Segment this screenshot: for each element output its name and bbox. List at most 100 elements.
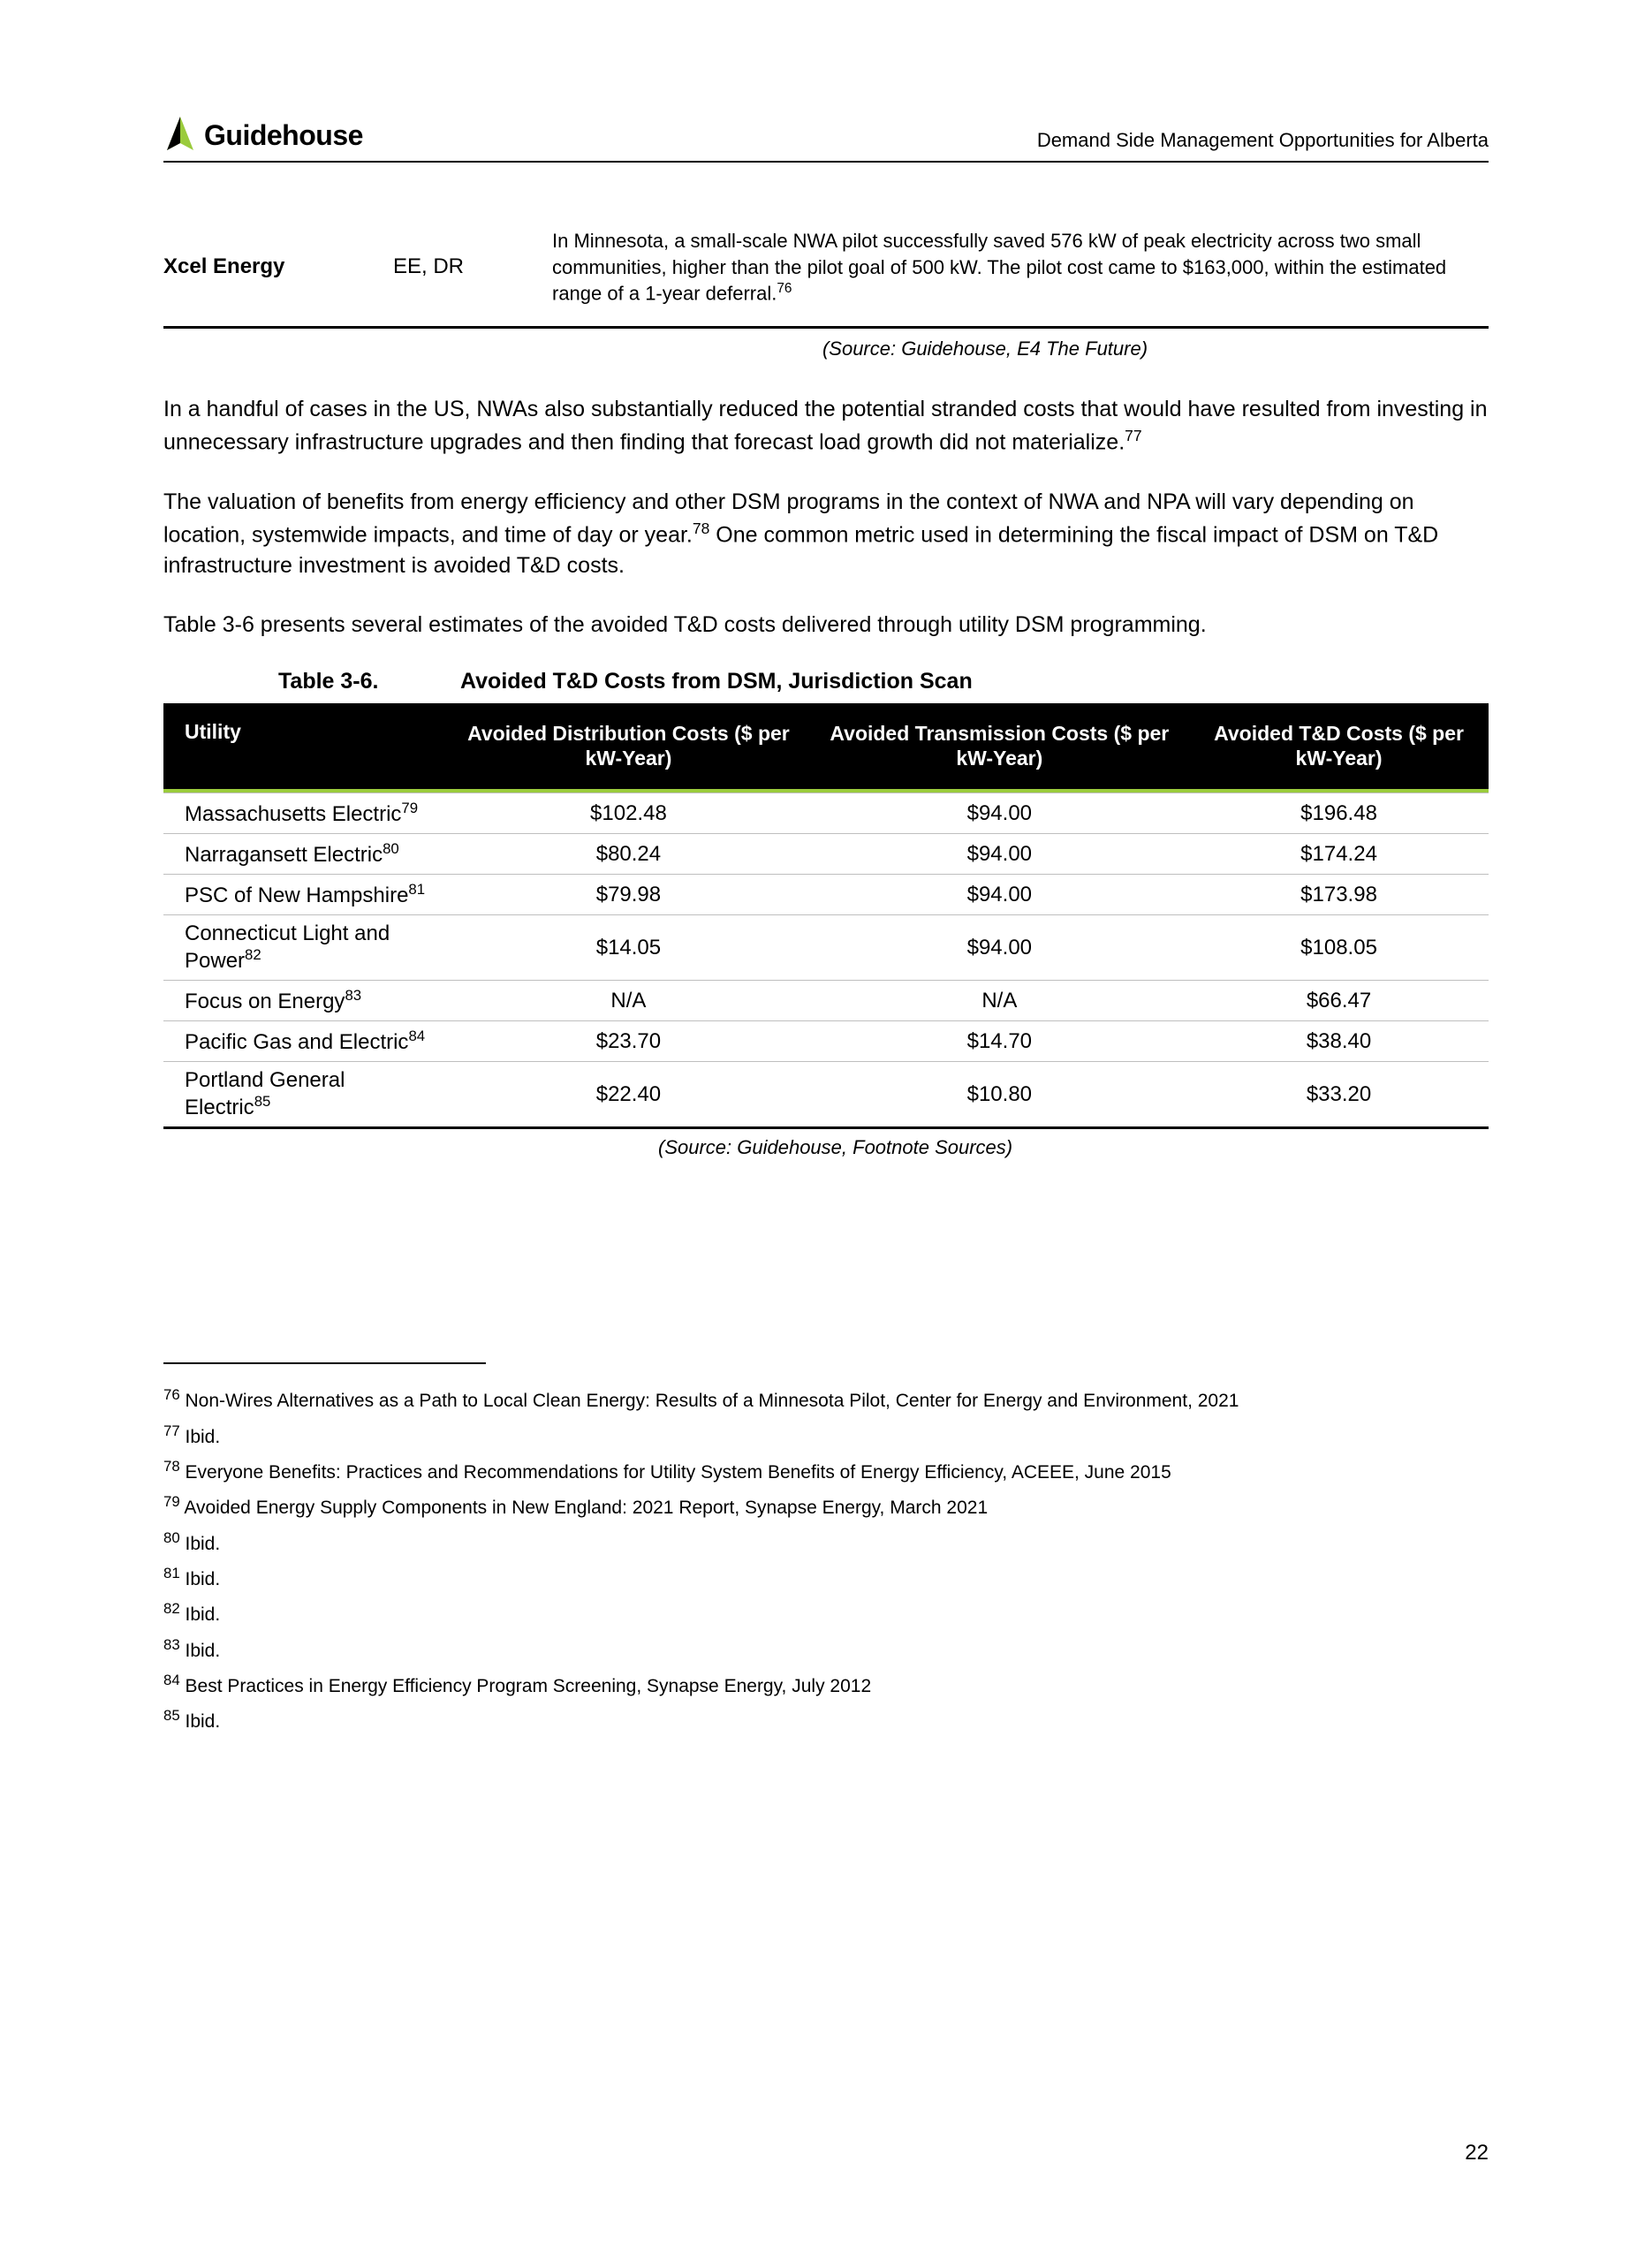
cell-trans: $94.00 <box>810 834 1190 875</box>
footnote-text: Ibid. <box>180 1569 221 1589</box>
footnote-text: Avoided Energy Supply Components in New … <box>180 1498 988 1518</box>
footnote-number: 77 <box>163 1422 180 1439</box>
cell-dist: $79.98 <box>447 875 809 915</box>
cell-td: $173.98 <box>1189 875 1489 915</box>
info-types: EE, DR <box>393 228 552 279</box>
cell-utility: Massachusetts Electric79 <box>163 793 447 834</box>
footnote-ref: 82 <box>245 946 261 963</box>
footnote-text: Ibid. <box>180 1641 221 1661</box>
footnote-number: 82 <box>163 1600 180 1617</box>
footnote-text: Best Practices in Energy Efficiency Prog… <box>180 1676 871 1696</box>
utility-name: Narragansett Electric <box>185 843 383 867</box>
cell-dist: $102.48 <box>447 793 809 834</box>
info-description: In Minnesota, a small-scale NWA pilot su… <box>552 228 1489 307</box>
footnote: 80 Ibid. <box>163 1528 1489 1557</box>
logo-icon <box>163 115 197 155</box>
cell-trans: N/A <box>810 981 1190 1021</box>
cell-utility: Pacific Gas and Electric84 <box>163 1021 447 1062</box>
footnote-number: 76 <box>163 1386 180 1403</box>
table-title-text: Avoided T&D Costs from DSM, Jurisdiction… <box>460 669 973 694</box>
utility-name: Pacific Gas and Electric <box>185 1030 408 1054</box>
brand-name: Guidehouse <box>204 119 363 152</box>
footnote-ref-76: 76 <box>777 281 792 296</box>
footnote-text: Non-Wires Alternatives as a Path to Loca… <box>180 1391 1239 1411</box>
source-line-2: (Source: Guidehouse, Footnote Sources) <box>163 1136 1489 1159</box>
footnote: 84 Best Practices in Energy Efficiency P… <box>163 1671 1489 1699</box>
cell-utility: Narragansett Electric80 <box>163 834 447 875</box>
footnote-separator <box>163 1362 486 1364</box>
table-row: Narragansett Electric80$80.24$94.00$174.… <box>163 834 1489 875</box>
table-row: Pacific Gas and Electric84$23.70$14.70$3… <box>163 1021 1489 1062</box>
utility-name: PSC of New Hampshire <box>185 884 408 907</box>
cell-utility: Portland General Electric85 <box>163 1062 447 1128</box>
footnote-text: Ibid. <box>180 1604 221 1625</box>
footnote-text: Ibid. <box>180 1711 221 1732</box>
footnote-ref: 84 <box>408 1028 425 1044</box>
footnote-number: 80 <box>163 1529 180 1546</box>
cell-td: $66.47 <box>1189 981 1489 1021</box>
col-trans: Avoided Transmission Costs ($ per kW-Yea… <box>810 703 1190 789</box>
cell-dist: $14.05 <box>447 915 809 981</box>
xcel-info-row: Xcel Energy EE, DR In Minnesota, a small… <box>163 216 1489 329</box>
cell-dist: N/A <box>447 981 809 1021</box>
utility-name: Massachusetts Electric <box>185 802 401 826</box>
page-header: Guidehouse Demand Side Management Opport… <box>163 115 1489 163</box>
cell-utility: PSC of New Hampshire81 <box>163 875 447 915</box>
table-row: Portland General Electric85$22.40$10.80$… <box>163 1062 1489 1128</box>
cell-trans: $94.00 <box>810 875 1190 915</box>
cell-dist: $22.40 <box>447 1062 809 1128</box>
cell-trans: $10.80 <box>810 1062 1190 1128</box>
cell-trans: $94.00 <box>810 793 1190 834</box>
logo: Guidehouse <box>163 115 363 155</box>
col-td: Avoided T&D Costs ($ per kW-Year) <box>1189 703 1489 789</box>
footnote-ref: 85 <box>254 1093 271 1110</box>
footnote-text: Everyone Benefits: Practices and Recomme… <box>180 1462 1171 1483</box>
table-row: Focus on Energy83N/AN/A$66.47 <box>163 981 1489 1021</box>
footnote: 76 Non-Wires Alternatives as a Path to L… <box>163 1385 1489 1414</box>
footnote-number: 85 <box>163 1707 180 1724</box>
cell-utility: Focus on Energy83 <box>163 981 447 1021</box>
footnote-number: 81 <box>163 1565 180 1581</box>
info-utility: Xcel Energy <box>163 228 393 279</box>
footnote: 85 Ibid. <box>163 1706 1489 1734</box>
footnote-text: Ibid. <box>180 1534 221 1554</box>
utility-name: Connecticut Light and Power <box>185 922 390 973</box>
footnote-ref: 83 <box>345 987 361 1004</box>
cell-td: $196.48 <box>1189 793 1489 834</box>
table-row: PSC of New Hampshire81$79.98$94.00$173.9… <box>163 875 1489 915</box>
footnote: 79 Avoided Energy Supply Components in N… <box>163 1492 1489 1521</box>
col-utility: Utility <box>163 703 447 789</box>
cell-dist: $80.24 <box>447 834 809 875</box>
table-row: Connecticut Light and Power82$14.05$94.0… <box>163 915 1489 981</box>
footnote-number: 79 <box>163 1493 180 1510</box>
source-line-1: (Source: Guidehouse, E4 The Future) <box>163 338 1489 360</box>
page-number: 22 <box>1465 2141 1489 2165</box>
para1-text: In a handful of cases in the US, NWAs al… <box>163 397 1488 454</box>
footnote-number: 84 <box>163 1672 180 1688</box>
cell-trans: $14.70 <box>810 1021 1190 1062</box>
document-title: Demand Side Management Opportunities for… <box>1037 129 1489 155</box>
table-row: Massachusetts Electric79$102.48$94.00$19… <box>163 793 1489 834</box>
cell-td: $38.40 <box>1189 1021 1489 1062</box>
footnote-number: 83 <box>163 1636 180 1653</box>
footnote: 78 Everyone Benefits: Practices and Reco… <box>163 1457 1489 1485</box>
table-label: Table 3-6. <box>278 669 455 694</box>
cell-td: $33.20 <box>1189 1062 1489 1128</box>
avoided-costs-table: Utility Avoided Distribution Costs ($ pe… <box>163 703 1489 1129</box>
paragraph-2: The valuation of benefits from energy ef… <box>163 487 1489 581</box>
cell-trans: $94.00 <box>810 915 1190 981</box>
footnote: 83 Ibid. <box>163 1635 1489 1664</box>
footnote: 81 Ibid. <box>163 1564 1489 1592</box>
footnote: 82 Ibid. <box>163 1599 1489 1627</box>
footnote-ref: 81 <box>408 881 425 898</box>
footnotes-block: 76 Non-Wires Alternatives as a Path to L… <box>163 1385 1489 1734</box>
paragraph-1: In a handful of cases in the US, NWAs al… <box>163 394 1489 458</box>
cell-utility: Connecticut Light and Power82 <box>163 915 447 981</box>
table-title: Table 3-6. Avoided T&D Costs from DSM, J… <box>163 669 1489 694</box>
footnote-ref-78: 78 <box>693 520 709 537</box>
utility-name: Focus on Energy <box>185 990 345 1013</box>
footnote-text: Ibid. <box>180 1427 221 1447</box>
cell-td: $174.24 <box>1189 834 1489 875</box>
cell-dist: $23.70 <box>447 1021 809 1062</box>
info-desc-text: In Minnesota, a small-scale NWA pilot su… <box>552 230 1446 305</box>
